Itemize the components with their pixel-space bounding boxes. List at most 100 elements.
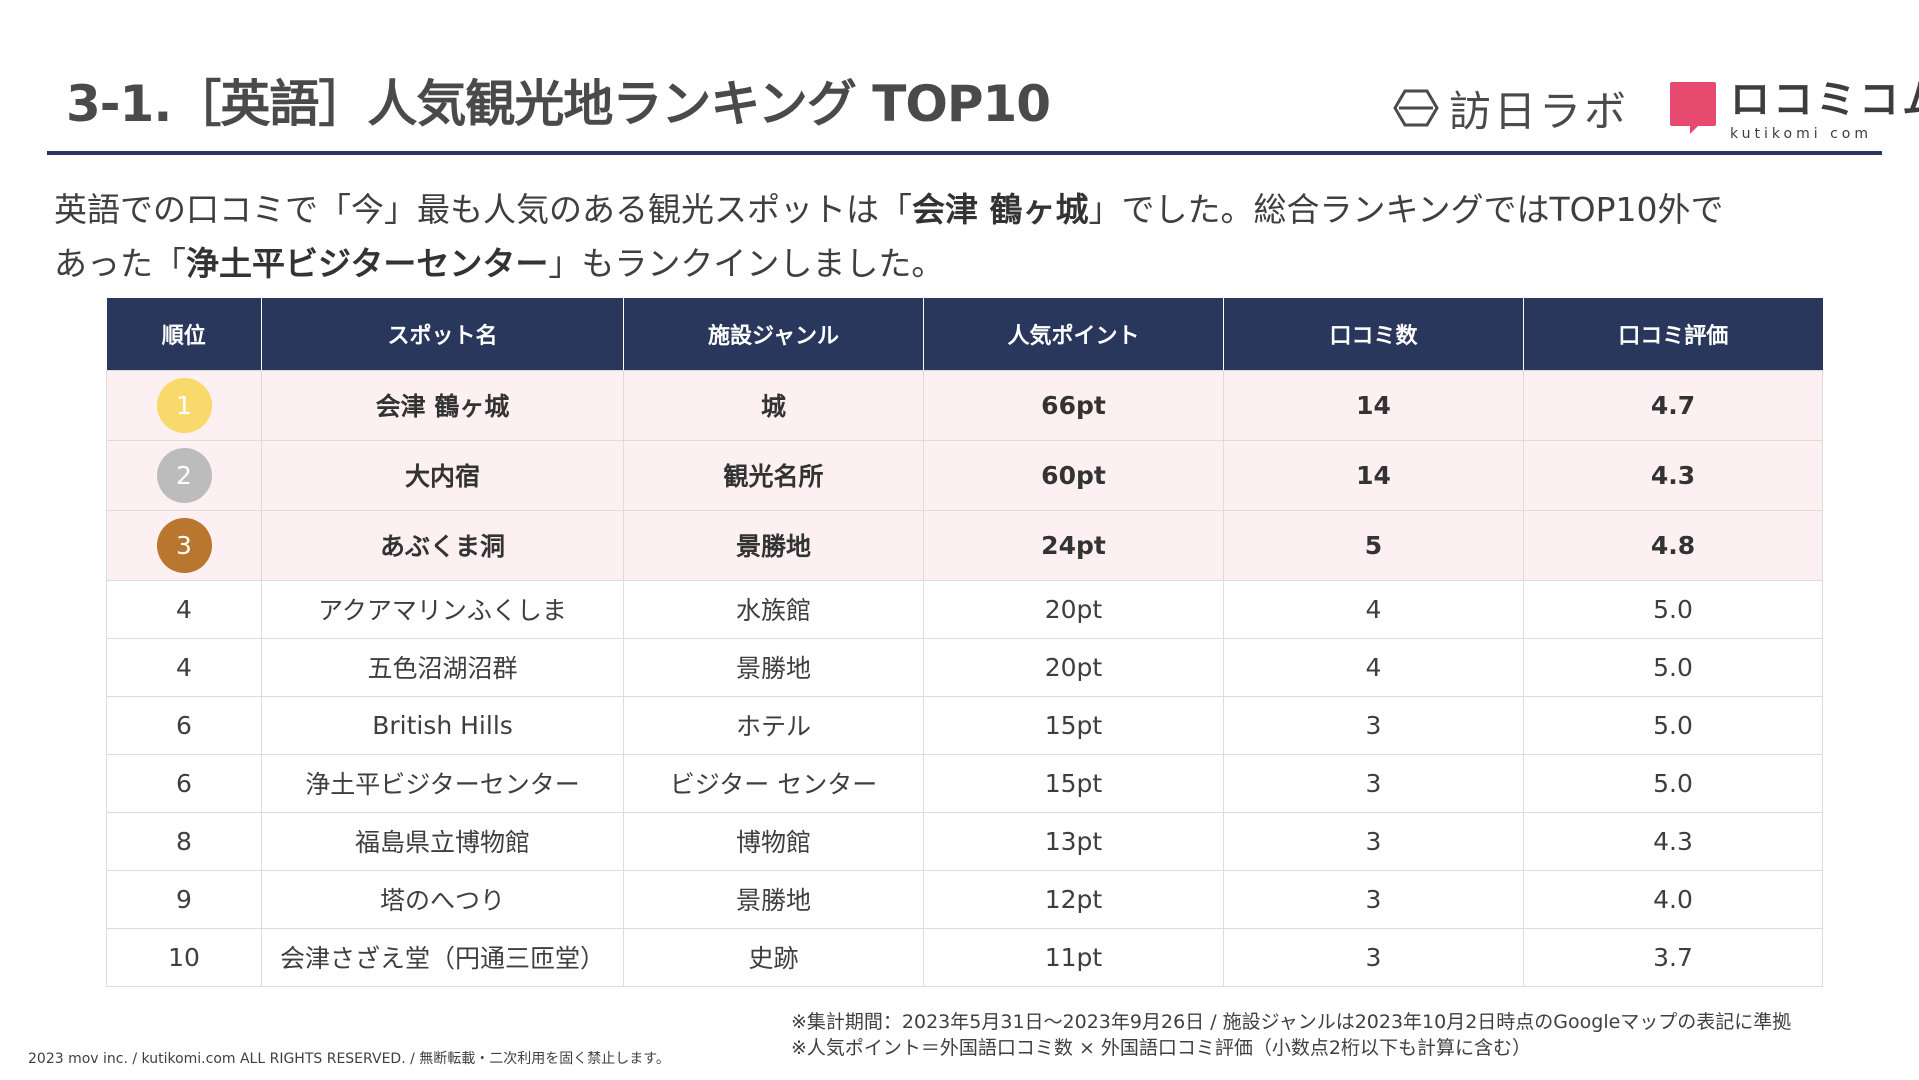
rating-cell: 4.8: [1523, 509, 1823, 581]
spot-name-cell: British Hills: [261, 695, 624, 755]
lead-text-2: 」でした。総合ランキングではTOP10外で: [1088, 190, 1724, 229]
lead-text-4: 」もランクインしました。: [548, 244, 945, 283]
rank-cell: 4: [106, 637, 262, 697]
spot-name-cell: あぶくま洞: [261, 509, 624, 581]
review-count-cell: 14: [1223, 439, 1524, 511]
rating-cell: 3.7: [1523, 927, 1823, 987]
spot-name-cell: 五色沼湖沼群: [261, 637, 624, 697]
rank-cell: 2: [106, 439, 262, 511]
lead-text-1: 英語での口コミで「今」最も人気のある観光スポットは「: [54, 190, 912, 229]
spot-name-cell: 浄土平ビジターセンター: [261, 753, 624, 813]
footnote-formula: ※人気ポイント＝外国語口コミ数 × 外国語口コミ評価（小数点2桁以下も計算に含む…: [791, 1037, 1532, 1059]
review-count-cell: 3: [1223, 753, 1524, 813]
review-count-cell: 4: [1223, 579, 1524, 639]
rating-cell: 4.3: [1523, 439, 1823, 511]
column-header-rating: 口コミ評価: [1523, 298, 1823, 370]
genre-cell: ホテル: [623, 695, 924, 755]
table-row: 10 会津さざえ堂（円通三匝堂） 史跡 11pt 3 3.7: [106, 927, 1823, 987]
lead-text-3: あった「: [54, 244, 186, 283]
spot-name-cell: 会津 鶴ヶ城: [261, 369, 624, 441]
points-cell: 12pt: [923, 869, 1224, 929]
hexagon-logo-icon: [1393, 89, 1439, 127]
points-cell: 15pt: [923, 753, 1224, 813]
genre-cell: 景勝地: [623, 869, 924, 929]
points-cell: 24pt: [923, 509, 1224, 581]
footnote-period: ※集計期間：2023年5月31日〜2023年9月26日 / 施設ジャンルは202…: [791, 1011, 1792, 1033]
rating-cell: 5.0: [1523, 579, 1823, 639]
lead-highlight-spot-1: 会津 鶴ヶ城: [912, 190, 1089, 229]
rating-cell: 4.0: [1523, 869, 1823, 929]
points-cell: 13pt: [923, 811, 1224, 871]
kutikomi-logo: ロコミコム kutikomi com: [1668, 80, 1919, 142]
spot-name-cell: 会津さざえ堂（円通三匝堂）: [261, 927, 624, 987]
table-header-row: 順位 スポット名 施設ジャンル 人気ポイント 口コミ数 口コミ評価: [106, 298, 1823, 370]
kutikomi-logo-roman: kutikomi com: [1730, 126, 1872, 142]
points-cell: 15pt: [923, 695, 1224, 755]
points-cell: 11pt: [923, 927, 1224, 987]
rank-cell: 10: [106, 927, 262, 987]
lead-paragraph: 英語での口コミで「今」最も人気のある観光スポットは「会津 鶴ヶ城」でした。総合ラ…: [54, 183, 1854, 291]
rank-cell: 4: [106, 579, 262, 639]
spot-name-cell: 塔のへつり: [261, 869, 624, 929]
rank-cell: 3: [106, 509, 262, 581]
table-row: 9 塔のへつり 景勝地 12pt 3 4.0: [106, 869, 1823, 929]
review-count-cell: 3: [1223, 695, 1524, 755]
table-row: 6 浄土平ビジターセンター ビジター センター 15pt 3 5.0: [106, 753, 1823, 813]
rating-cell: 5.0: [1523, 637, 1823, 697]
copyright-text: 2023 mov inc. / kutikomi.com ALL RIGHTS …: [28, 1051, 670, 1067]
genre-cell: 城: [623, 369, 924, 441]
table-row: 3 あぶくま洞 景勝地 24pt 5 4.8: [106, 509, 1823, 581]
houjin-lab-logo: 訪日ラボ: [1393, 84, 1629, 136]
points-cell: 66pt: [923, 369, 1224, 441]
review-count-cell: 3: [1223, 869, 1524, 929]
points-cell: 20pt: [923, 579, 1224, 639]
points-cell: 60pt: [923, 439, 1224, 511]
column-header-rank: 順位: [106, 298, 262, 370]
review-count-cell: 14: [1223, 369, 1524, 441]
genre-cell: 景勝地: [623, 637, 924, 697]
review-count-cell: 4: [1223, 637, 1524, 697]
page-title: 3-1.［英語］人気観光地ランキング TOP10: [66, 75, 1051, 133]
table-row: 6 British Hills ホテル 15pt 3 5.0: [106, 695, 1823, 755]
rating-cell: 4.3: [1523, 811, 1823, 871]
genre-cell: ビジター センター: [623, 753, 924, 813]
ranking-table: 順位 スポット名 施設ジャンル 人気ポイント 口コミ数 口コミ評価 1 会津 鶴ヶ…: [106, 298, 1823, 987]
review-count-cell: 5: [1223, 509, 1524, 581]
table-row: 1 会津 鶴ヶ城城 66pt 14 4.7: [106, 369, 1823, 441]
spot-name-cell: 大内宿: [261, 439, 624, 511]
genre-cell: 水族館: [623, 579, 924, 639]
column-header-spot: スポット名: [261, 298, 624, 370]
rank-medal-icon: 1: [156, 377, 212, 433]
table-row: 8 福島県立博物館 博物館 13pt 3 4.3: [106, 811, 1823, 871]
rank-cell: 6: [106, 695, 262, 755]
speech-bubble-logo-icon: [1670, 82, 1716, 134]
houjin-lab-logo-text: 訪日ラボ: [1449, 86, 1630, 136]
points-cell: 20pt: [923, 637, 1224, 697]
rank-cell: 8: [106, 811, 262, 871]
spot-name-cell: 福島県立博物館: [261, 811, 624, 871]
column-header-genre: 施設ジャンル: [623, 298, 924, 370]
rank-medal-icon: 2: [156, 447, 212, 503]
spot-name-cell: アクアマリンふくしま: [261, 579, 624, 639]
genre-cell: 史跡: [623, 927, 924, 987]
column-header-review-count: 口コミ数: [1223, 298, 1524, 370]
rank-cell: 6: [106, 753, 262, 813]
rank-cell: 9: [106, 869, 262, 929]
lead-highlight-spot-2: 浄土平ビジターセンター: [186, 244, 549, 283]
review-count-cell: 3: [1223, 927, 1524, 987]
genre-cell: 観光名所: [623, 439, 924, 511]
table-row: 4 五色沼湖沼群 景勝地 20pt 4 5.0: [106, 637, 1823, 697]
genre-cell: 景勝地: [623, 509, 924, 581]
rating-cell: 5.0: [1523, 753, 1823, 813]
rank-cell: 1: [106, 369, 262, 441]
kutikomi-logo-kana: ロコミコム: [1730, 77, 1919, 123]
genre-cell: 博物館: [623, 811, 924, 871]
footnotes: ※集計期間：2023年5月31日〜2023年9月26日 / 施設ジャンルは202…: [791, 1009, 1791, 1061]
column-header-points: 人気ポイント: [923, 298, 1224, 370]
table-row: 2 大内宿 観光名所 60pt 14 4.3: [106, 439, 1823, 511]
rating-cell: 5.0: [1523, 695, 1823, 755]
title-divider: [47, 151, 1882, 155]
table-row: 4 アクアマリンふくしま 水族館 20pt 4 5.0: [106, 579, 1823, 639]
rating-cell: 4.7: [1523, 369, 1823, 441]
rank-medal-icon: 3: [156, 517, 212, 573]
